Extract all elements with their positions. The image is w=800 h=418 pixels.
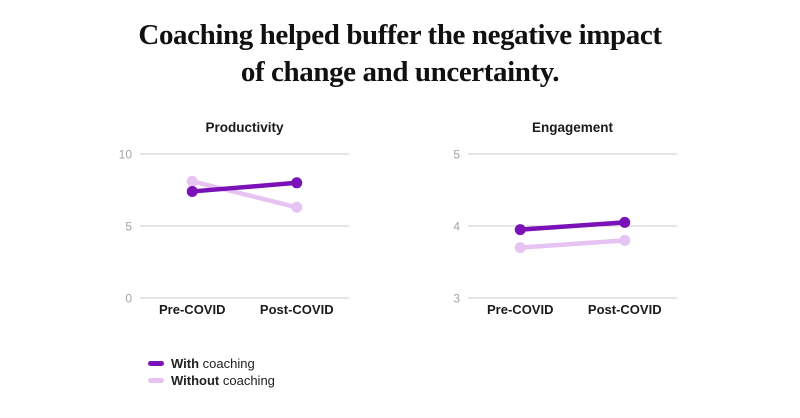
productivity-plot: 10 5 0 Pre-COVID Post-COVID — [119, 148, 349, 317]
with-coaching-swatch — [148, 360, 164, 366]
legend-label-without-coaching: Without coaching — [171, 373, 275, 388]
y-tick-label: 5 — [453, 148, 460, 162]
data-point — [186, 185, 198, 197]
legend-item-with-coaching: With coaching — [148, 355, 275, 371]
without-coaching-swatch — [148, 377, 164, 383]
data-point — [514, 242, 526, 254]
legend-label-rest: coaching — [199, 355, 255, 371]
chart-title-productivity: Productivity — [205, 120, 284, 135]
title-line-2: of change and uncertainty. — [240, 56, 560, 88]
x-category-label: Post-COVID — [588, 302, 662, 317]
legend-item-without-coaching: Without coaching — [148, 372, 275, 388]
series-line — [190, 180, 299, 194]
chart-title-engagement: Engagement — [531, 120, 613, 135]
y-tick-label: 10 — [119, 148, 133, 162]
y-tick-label: 5 — [125, 220, 132, 234]
engagement-chart: Engagement 5 4 3 Pre-COVID Post-COVID — [428, 110, 698, 335]
chart-legend: With coaching Without coaching — [148, 355, 275, 389]
y-tick-label: 4 — [453, 220, 460, 234]
data-point — [619, 234, 631, 246]
legend-label-with-coaching: With coaching — [171, 356, 255, 371]
y-tick-label: 0 — [125, 292, 132, 306]
data-point — [291, 177, 303, 189]
series-line — [518, 220, 627, 232]
productivity-chart: Productivity 10 5 0 Pre-COVID Post-COVID — [100, 110, 370, 335]
legend-label-rest: coaching — [219, 372, 275, 388]
y-tick-label: 3 — [453, 292, 460, 306]
series-line — [518, 238, 627, 250]
x-category-label: Pre-COVID — [487, 302, 553, 317]
engagement-plot: 5 4 3 Pre-COVID Post-COVID — [453, 148, 677, 317]
data-point — [186, 175, 198, 187]
legend-label-bold: Without — [171, 372, 220, 388]
series-line — [190, 179, 299, 210]
data-point — [619, 216, 631, 228]
x-category-label: Pre-COVID — [159, 302, 225, 317]
data-point — [514, 224, 526, 236]
data-point — [291, 201, 303, 213]
legend-label-bold: With — [171, 355, 200, 371]
title-line-1: Coaching helped buffer the negative impa… — [138, 19, 662, 51]
x-category-label: Post-COVID — [260, 302, 334, 317]
page-title: Coaching helped buffer the negative impa… — [0, 17, 800, 91]
